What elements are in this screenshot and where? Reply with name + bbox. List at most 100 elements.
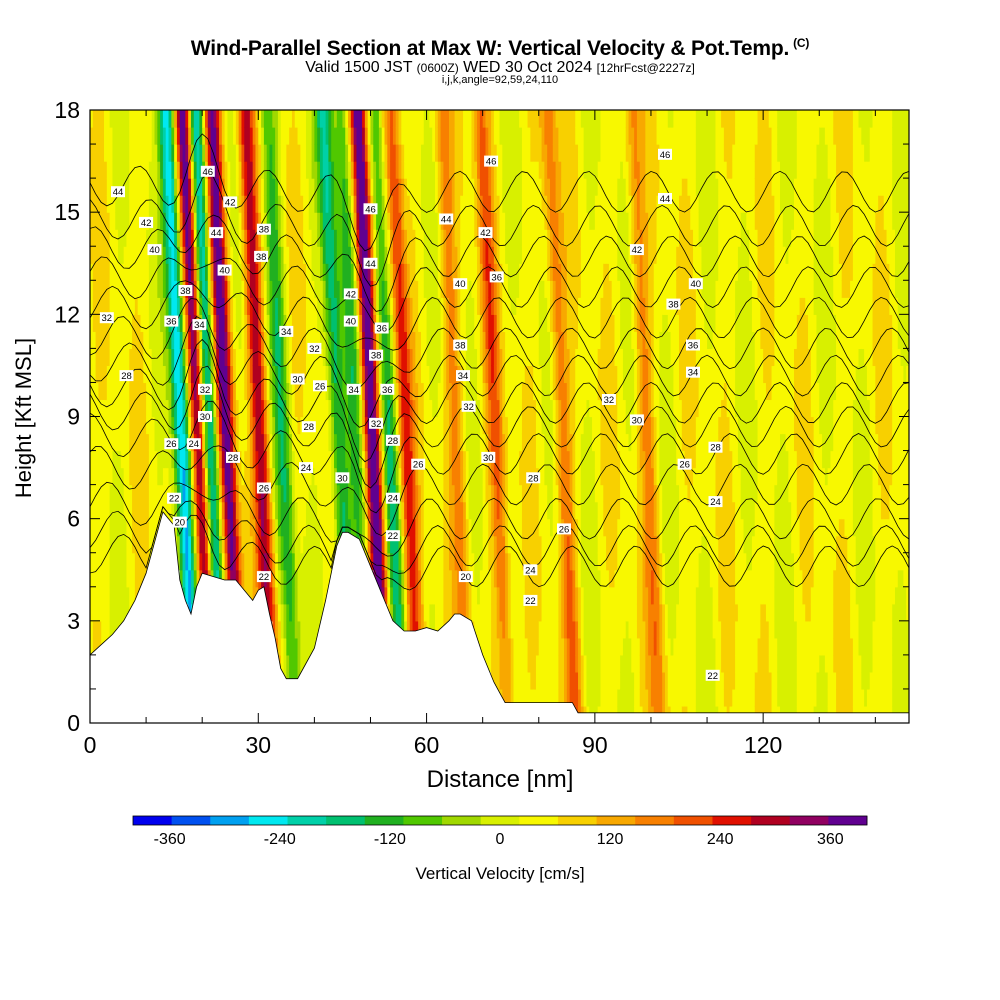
w-cell [227, 280, 231, 298]
w-cell [334, 110, 338, 128]
w-cell [190, 501, 195, 520]
w-cell [381, 433, 386, 452]
w-cell [513, 433, 517, 452]
w-cell [137, 467, 142, 486]
w-cell [521, 637, 526, 656]
w-cell [535, 450, 540, 469]
w-cell [535, 433, 540, 452]
w-cell [120, 144, 125, 162]
w-cell [485, 263, 489, 281]
w-cell [392, 535, 397, 554]
w-cell [521, 178, 526, 196]
w-cell [280, 603, 285, 622]
w-cell [263, 518, 268, 537]
w-cell [426, 314, 430, 332]
w-cell [395, 552, 400, 571]
w-cell [255, 467, 259, 486]
w-cell [148, 229, 153, 247]
w-cell [485, 586, 489, 605]
w-cell [499, 297, 503, 315]
w-cell [112, 280, 116, 298]
w-cell [502, 280, 506, 298]
w-cell [148, 433, 153, 452]
w-cell [314, 484, 318, 503]
w-cell [507, 382, 512, 401]
w-cell [165, 144, 170, 162]
w-cell [334, 144, 338, 162]
w-cell [339, 178, 344, 196]
w-cell [533, 246, 537, 264]
w-cell [305, 382, 310, 401]
w-cell [390, 127, 394, 145]
w-cell [112, 365, 116, 384]
w-cell [244, 433, 248, 452]
w-cell [261, 110, 265, 128]
w-cell [505, 348, 509, 367]
w-cell [409, 365, 414, 384]
w-cell [513, 637, 517, 656]
w-cell [477, 297, 481, 315]
w-cell [134, 552, 139, 571]
w-cell [336, 178, 341, 196]
w-cell [547, 501, 551, 520]
w-cell [373, 161, 377, 179]
w-cell [527, 246, 531, 264]
w-cell [457, 467, 461, 486]
w-cell [291, 467, 296, 486]
w-cell [95, 331, 100, 349]
w-cell [538, 586, 543, 605]
w-cell [196, 569, 200, 588]
w-cell [376, 518, 380, 537]
w-cell [364, 348, 369, 367]
w-cell [334, 297, 338, 315]
w-cell [544, 586, 548, 605]
w-cell [549, 161, 554, 179]
w-cell [446, 195, 450, 213]
w-cell [440, 484, 444, 503]
w-cell [412, 110, 416, 128]
w-cell [291, 314, 296, 332]
w-cell [297, 603, 301, 622]
w-cell [488, 127, 492, 145]
w-cell [314, 467, 318, 486]
w-cell [319, 212, 324, 230]
w-cell [376, 178, 380, 196]
w-cell [179, 246, 184, 264]
w-cell [440, 416, 444, 435]
w-cell [395, 280, 400, 298]
w-cell [544, 416, 548, 435]
w-cell [196, 110, 200, 128]
w-cell [443, 586, 447, 605]
w-cell [378, 552, 383, 571]
w-cell [199, 501, 203, 520]
w-cell [415, 178, 419, 196]
w-cell [527, 484, 531, 503]
w-cell [482, 178, 487, 196]
w-cell [317, 433, 321, 452]
w-cell [205, 144, 209, 162]
w-cell [193, 382, 198, 401]
w-cell [311, 195, 315, 213]
w-cell [533, 603, 537, 622]
w-cell [185, 144, 189, 162]
w-cell [479, 110, 484, 128]
w-cell [182, 178, 186, 196]
w-cell [496, 280, 501, 298]
w-cell [392, 246, 397, 264]
w-cell [277, 501, 282, 520]
w-cell [112, 263, 116, 281]
w-cell [418, 552, 422, 571]
w-cell [538, 212, 543, 230]
w-cell [92, 586, 97, 605]
w-cell [283, 212, 287, 230]
w-cell [404, 586, 408, 605]
w-cell [196, 161, 200, 179]
w-cell [499, 280, 503, 298]
w-cell [398, 195, 402, 213]
w-cell [213, 501, 217, 520]
w-cell [457, 399, 461, 418]
w-cell [513, 297, 517, 315]
w-cell [423, 535, 428, 554]
w-cell [519, 433, 523, 452]
w-cell [112, 110, 116, 128]
